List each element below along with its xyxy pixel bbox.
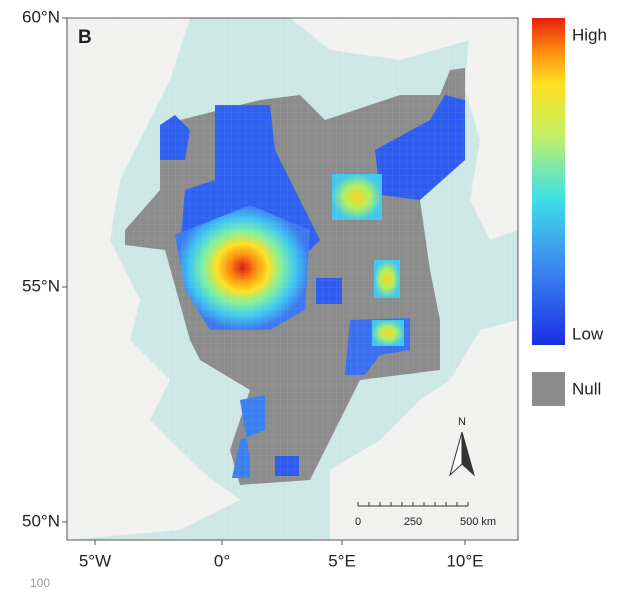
map-area: [67, 18, 518, 540]
lat-label: 60°N: [22, 7, 60, 26]
legend-null: Null: [572, 379, 601, 398]
lon-label: 0°: [214, 551, 230, 570]
lat-label: 55°N: [22, 276, 60, 295]
lat-label: 50°N: [22, 511, 60, 530]
panel-label: B: [78, 27, 92, 48]
lon-label: 5°W: [79, 551, 111, 570]
color-ramp: [532, 18, 565, 345]
legend-low: Low: [572, 324, 604, 343]
grid-texture: [67, 18, 518, 540]
scale-label: 500 km: [460, 516, 496, 528]
scale-label: 250: [404, 516, 422, 528]
cropped-caption: 100: [30, 576, 50, 587]
legend-high: High: [572, 25, 607, 44]
null-swatch: [532, 372, 565, 406]
figure: B 60°N 55°N 50°N 5°W 0° 5°E 10°E 100 N 0…: [0, 0, 639, 587]
north-label: N: [458, 416, 466, 428]
scale-label: 0: [355, 516, 361, 528]
page: {"map": { "panel_label": "B", "lat_label…: [0, 0, 639, 587]
lon-label: 5°E: [328, 551, 356, 570]
lon-label: 10°E: [446, 551, 483, 570]
